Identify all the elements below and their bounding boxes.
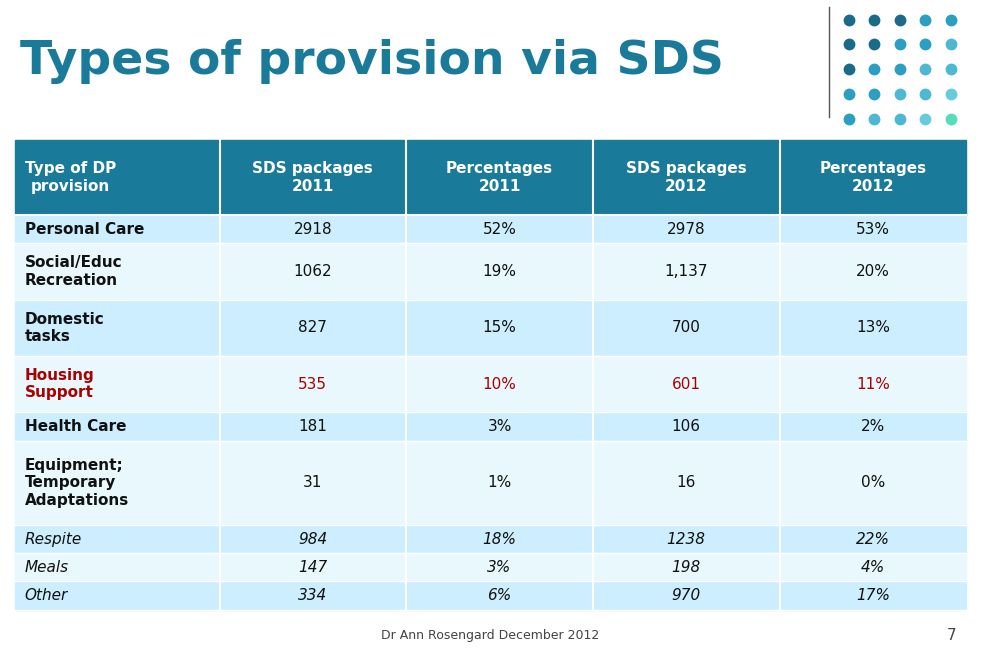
Text: 1,137: 1,137 — [664, 264, 708, 279]
Text: 7: 7 — [947, 628, 956, 644]
Text: 2918: 2918 — [293, 222, 333, 237]
Text: SDS packages
2012: SDS packages 2012 — [626, 162, 747, 194]
Text: 52%: 52% — [483, 222, 516, 237]
Text: 3%: 3% — [488, 560, 512, 575]
Text: Social/Educ
Recreation: Social/Educ Recreation — [25, 256, 123, 288]
Text: 15%: 15% — [483, 320, 516, 335]
Bar — [15, 582, 966, 610]
Bar — [15, 300, 966, 356]
Bar — [15, 140, 966, 215]
Bar — [15, 441, 966, 525]
Text: 970: 970 — [672, 588, 700, 603]
Text: 1238: 1238 — [667, 531, 705, 546]
Text: 31: 31 — [303, 475, 323, 490]
Text: Personal Care: Personal Care — [25, 222, 144, 237]
Text: 17%: 17% — [856, 588, 890, 603]
Text: Domestic
tasks: Domestic tasks — [25, 312, 104, 344]
Text: 22%: 22% — [856, 531, 890, 546]
Text: 181: 181 — [298, 419, 328, 434]
Text: Health Care: Health Care — [25, 419, 126, 434]
Text: 6%: 6% — [488, 588, 512, 603]
Text: 3%: 3% — [488, 419, 512, 434]
Text: 106: 106 — [672, 419, 700, 434]
Bar — [15, 525, 966, 554]
Text: 20%: 20% — [856, 264, 890, 279]
Text: 53%: 53% — [856, 222, 890, 237]
Text: 2%: 2% — [860, 419, 885, 434]
Text: Percentages
2011: Percentages 2011 — [446, 162, 553, 194]
Text: 1062: 1062 — [293, 264, 333, 279]
Text: 984: 984 — [298, 531, 328, 546]
Text: 147: 147 — [298, 560, 328, 575]
Text: 535: 535 — [298, 377, 328, 392]
Text: 11%: 11% — [856, 377, 890, 392]
Bar — [15, 356, 966, 412]
Text: Other: Other — [25, 588, 68, 603]
Text: Housing
Support: Housing Support — [25, 368, 94, 400]
Text: 334: 334 — [298, 588, 328, 603]
Text: 10%: 10% — [483, 377, 516, 392]
Bar — [15, 215, 966, 243]
Text: Types of provision via SDS: Types of provision via SDS — [20, 39, 724, 84]
Text: 18%: 18% — [483, 531, 517, 546]
Text: Equipment;
Temporary
Adaptations: Equipment; Temporary Adaptations — [25, 458, 129, 508]
Text: 2978: 2978 — [667, 222, 705, 237]
Text: 16: 16 — [677, 475, 696, 490]
Text: 601: 601 — [672, 377, 700, 392]
Text: 13%: 13% — [856, 320, 890, 335]
Text: 700: 700 — [672, 320, 700, 335]
Text: 0%: 0% — [860, 475, 885, 490]
Text: 198: 198 — [672, 560, 700, 575]
Text: 19%: 19% — [483, 264, 517, 279]
Text: SDS packages
2011: SDS packages 2011 — [252, 162, 373, 194]
Text: Respite: Respite — [25, 531, 81, 546]
Text: Meals: Meals — [25, 560, 69, 575]
Text: 4%: 4% — [860, 560, 885, 575]
Text: Percentages
2012: Percentages 2012 — [819, 162, 926, 194]
Text: Type of DP
provision: Type of DP provision — [25, 162, 116, 194]
Bar — [15, 412, 966, 441]
Bar — [15, 243, 966, 300]
Text: 1%: 1% — [488, 475, 512, 490]
Text: Dr Ann Rosengard December 2012: Dr Ann Rosengard December 2012 — [382, 629, 599, 642]
Bar — [15, 554, 966, 582]
Text: 827: 827 — [298, 320, 328, 335]
